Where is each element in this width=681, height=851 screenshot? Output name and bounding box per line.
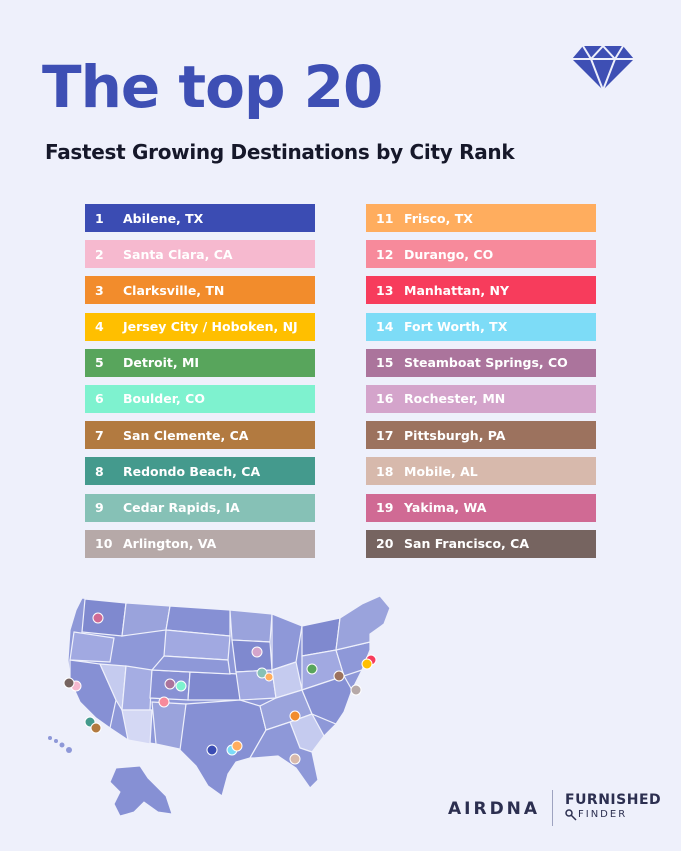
map-land	[67, 595, 391, 797]
rank-number: 7	[95, 427, 104, 443]
rank-row-4: 4 Jersey City / Hoboken, NJ	[85, 312, 315, 341]
rank-row-9: 9 Cedar Rapids, IA	[85, 493, 315, 522]
city-name: Redondo Beach, CA	[123, 463, 261, 479]
city-name: Yakima, WA	[404, 500, 487, 515]
city-name: Boulder, CO	[123, 391, 205, 407]
hawaii	[48, 736, 72, 753]
rank-number: 8	[95, 463, 104, 479]
city-name: Manhattan, NY	[404, 282, 510, 298]
rank-number: 1	[95, 210, 104, 226]
rank-row-17: 17 Pittsburgh, PA	[366, 421, 596, 450]
city-name: Clarksville, TN	[123, 282, 225, 298]
us-map	[48, 595, 391, 817]
page-subtitle: Fastest Growing Destinations by City Ran…	[45, 140, 515, 164]
city-name: San Francisco, CA	[404, 536, 530, 552]
city-name: Durango, CO	[404, 246, 494, 262]
rank-number: 17	[376, 427, 394, 443]
rank-number: 9	[95, 500, 104, 515]
rank-row-8: 8 Redondo Beach, CA	[85, 457, 315, 486]
marker-abilene	[206, 744, 218, 756]
alaska	[109, 765, 173, 817]
rank-row-7: 7 San Clemente, CA	[85, 421, 315, 450]
rank-row-15: 15 Steamboat Springs, CO	[366, 348, 596, 377]
marker-steamboat	[164, 678, 176, 690]
rank-number: 4	[95, 319, 104, 335]
rank-number: 2	[95, 246, 104, 262]
rank-number: 3	[95, 282, 104, 298]
marker-arlington	[350, 684, 362, 696]
rank-number: 13	[376, 282, 394, 298]
rank-number: 16	[376, 391, 394, 407]
city-name: San Clemente, CA	[123, 427, 249, 443]
rank-row-18: 18 Mobile, AL	[366, 457, 596, 486]
rank-row-19: 19 Yakima, WA	[366, 493, 596, 522]
city-name: Abilene, TX	[123, 210, 204, 226]
rank-row-13: 13 Manhattan, NY	[366, 276, 596, 305]
rank-number: 11	[376, 210, 394, 226]
marker-cedar-rapids-2	[264, 672, 274, 682]
rank-number: 6	[95, 391, 104, 407]
airdna-logo: AIRDNA	[448, 799, 541, 819]
rank-row-10: 10 Arlington, VA	[85, 529, 315, 558]
rank-number: 12	[376, 246, 394, 262]
furnished-finder-subtext: FINDER	[578, 809, 628, 820]
rank-number: 19	[376, 500, 394, 515]
city-name: Rochester, MN	[404, 391, 506, 407]
city-name: Fort Worth, TX	[404, 319, 508, 335]
marker-jersey-city	[361, 658, 373, 670]
rank-number: 10	[95, 536, 113, 552]
city-name: Jersey City / Hoboken, NJ	[123, 319, 298, 335]
marker-mobile	[289, 753, 301, 765]
rank-row-11: 11 Frisco, TX	[366, 204, 596, 232]
marker-frisco	[231, 740, 243, 752]
city-name: Steamboat Springs, CO	[404, 355, 568, 371]
furnished-finder-logo: FURNISHED	[565, 792, 662, 808]
rank-row-5: 5 Detroit, MI	[85, 348, 315, 377]
city-name: Pittsburgh, PA	[404, 427, 506, 443]
city-name: Arlington, VA	[123, 536, 217, 552]
page-title: The top 20	[42, 53, 383, 121]
rank-row-12: 12 Durango, CO	[366, 240, 596, 269]
logo-divider	[552, 790, 553, 826]
marker-rochester	[251, 646, 263, 658]
rank-number: 14	[376, 319, 394, 335]
rank-number: 5	[95, 355, 104, 371]
rank-row-16: 16 Rochester, MN	[366, 384, 596, 413]
city-name: Santa Clara, CA	[123, 246, 233, 262]
rank-row-3: 3 Clarksville, TN	[85, 276, 315, 305]
marker-durango	[158, 696, 170, 708]
marker-clarksville	[289, 710, 301, 722]
rank-number: 15	[376, 355, 394, 371]
rank-row-14: 14 Fort Worth, TX	[366, 312, 596, 341]
footer-logos: AIRDNA FURNISHED FINDER	[448, 790, 662, 830]
rank-number: 20	[376, 536, 394, 552]
rank-list-right: 11 Frisco, TX 12 Durango, CO 13 Manhattan, …	[366, 204, 596, 566]
rank-list-left: 1 Abilene, TX 2 Santa Clara, CA 3 Clarksvil…	[85, 204, 315, 566]
marker-pittsburgh	[333, 670, 345, 682]
city-markers	[63, 612, 377, 765]
marker-yakima	[92, 612, 104, 624]
rank-number: 18	[376, 463, 394, 479]
rank-row-20: 20 San Francisco, CA	[366, 529, 596, 558]
city-name: Cedar Rapids, IA	[123, 500, 240, 515]
marker-detroit	[306, 663, 318, 675]
key-icon	[565, 809, 577, 821]
rank-row-2: 2 Santa Clara, CA	[85, 240, 315, 269]
diamond-icon	[572, 44, 634, 92]
marker-san-clemente	[90, 722, 102, 734]
rank-row-6: 6 Boulder, CO	[85, 384, 315, 413]
marker-boulder	[175, 680, 187, 692]
city-name: Frisco, TX	[404, 210, 473, 226]
marker-san-francisco	[63, 677, 75, 689]
city-name: Mobile, AL	[404, 463, 478, 479]
city-name: Detroit, MI	[123, 355, 200, 371]
rank-row-1: 1 Abilene, TX	[85, 204, 315, 232]
